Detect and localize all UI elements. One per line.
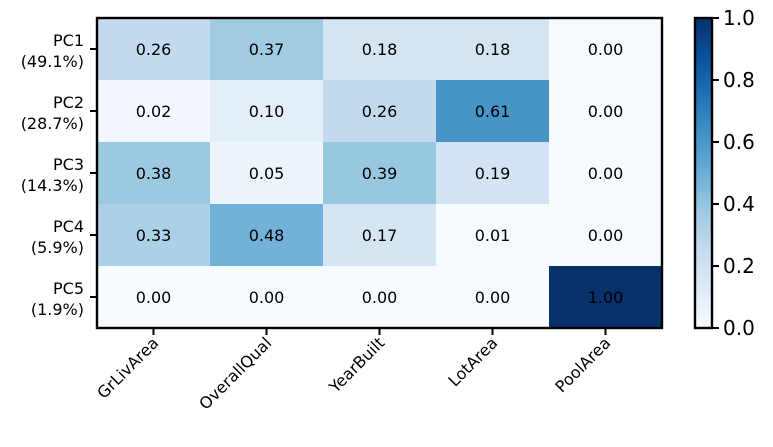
colorbar-frame bbox=[693, 16, 714, 330]
heatmap-cell bbox=[436, 266, 549, 328]
heatmap-cell bbox=[323, 142, 436, 204]
heatmap-cell bbox=[323, 266, 436, 328]
heatmap-cell bbox=[549, 142, 662, 204]
x-tick-label: PoolArea bbox=[551, 333, 614, 396]
y-tick-label: PC3 (14.3%) bbox=[21, 155, 84, 195]
colorbar-tick-label: 0.8 bbox=[723, 68, 755, 92]
heatmap-cell bbox=[436, 80, 549, 142]
cell-value-label: 0.02 bbox=[136, 102, 172, 121]
colorbar-tick-label: 0.0 bbox=[723, 316, 755, 340]
heatmap-cell bbox=[97, 142, 210, 204]
cell-value-label: 0.26 bbox=[362, 102, 398, 121]
heatmap-cell bbox=[549, 204, 662, 266]
cell-value-label: 0.00 bbox=[362, 288, 398, 307]
heatmap-cell bbox=[323, 80, 436, 142]
heatmap-cell bbox=[210, 204, 323, 266]
heatmap-cell bbox=[210, 142, 323, 204]
heatmap-cell bbox=[323, 204, 436, 266]
cell-value-label: 0.00 bbox=[588, 102, 624, 121]
colorbar-tick-label: 0.4 bbox=[723, 192, 755, 216]
colorbar: 0.0 0.2 0.4 0.6 0.8 1.0 bbox=[693, 6, 755, 340]
heatmap-cell bbox=[436, 204, 549, 266]
heatmap-cell bbox=[549, 266, 662, 328]
heatmap-cell bbox=[97, 18, 210, 80]
y-tick-label: PC1 (49.1%) bbox=[21, 31, 84, 71]
colorbar-tick-label: 0.6 bbox=[723, 130, 755, 154]
cell-value-label: 0.17 bbox=[362, 226, 398, 245]
colorbar-gradient bbox=[695, 18, 712, 328]
x-tick-label: OverallQual bbox=[195, 333, 275, 413]
cell-value-label: 0.01 bbox=[475, 226, 511, 245]
y-tick-label: PC4 (5.9%) bbox=[31, 217, 84, 257]
heatmap-cell bbox=[97, 80, 210, 142]
cell-value-label: 0.38 bbox=[136, 164, 172, 183]
heatmap-cell bbox=[210, 266, 323, 328]
heatmap-cell bbox=[549, 18, 662, 80]
x-tick-label: GrLivArea bbox=[93, 333, 162, 402]
cell-value-label: 0.18 bbox=[475, 40, 511, 59]
cell-value-label: 0.61 bbox=[475, 102, 511, 121]
x-tick-label: LotArea bbox=[444, 333, 501, 390]
heatmap-cell bbox=[97, 266, 210, 328]
heatmap-cell bbox=[436, 142, 549, 204]
colorbar-tick-label: 0.2 bbox=[723, 254, 755, 278]
heatmap-cell bbox=[436, 18, 549, 80]
cell-value-label: 0.00 bbox=[588, 226, 624, 245]
heatmap-cells: 0.26 0.37 0.18 0.18 0.00 0.02 0.10 0.26 0.61 0.00… bbox=[97, 18, 662, 328]
cell-value-label: 0.18 bbox=[362, 40, 398, 59]
cell-value-label: 0.37 bbox=[249, 40, 285, 59]
cell-value-label: 0.05 bbox=[249, 164, 285, 183]
cell-value-label: 0.48 bbox=[249, 226, 285, 245]
cell-value-label: 0.00 bbox=[136, 288, 172, 307]
heatmap-cell bbox=[97, 204, 210, 266]
heatmap-cell bbox=[549, 80, 662, 142]
cell-value-label: 0.39 bbox=[362, 164, 398, 183]
cell-value-label: 0.00 bbox=[588, 40, 624, 59]
cell-value-label: 0.00 bbox=[475, 288, 511, 307]
cell-value-label: 0.26 bbox=[136, 40, 172, 59]
colorbar-tick-label: 1.0 bbox=[723, 6, 755, 30]
cell-value-label: 0.19 bbox=[475, 164, 511, 183]
heatmap-cell bbox=[323, 18, 436, 80]
y-axis: PC1 (49.1%) PC2 (28.7%) PC3 (14.3%) PC4 (5.9%) P… bbox=[21, 31, 97, 319]
cell-value-label: 0.33 bbox=[136, 226, 172, 245]
x-tick-label: YearBuilt bbox=[325, 333, 389, 397]
cell-value-label: 0.00 bbox=[249, 288, 285, 307]
x-axis: GrLivArea OverallQual YearBuilt LotArea Pool… bbox=[93, 328, 614, 413]
y-tick-label: PC5 (1.9%) bbox=[31, 279, 84, 319]
heatmap-cell bbox=[210, 18, 323, 80]
cell-value-label: 0.10 bbox=[249, 102, 285, 121]
cell-value-label: 0.00 bbox=[588, 164, 624, 183]
cell-value-label: 1.00 bbox=[588, 288, 624, 307]
heatmap-cell bbox=[210, 80, 323, 142]
y-tick-label: PC2 (28.7%) bbox=[21, 93, 84, 133]
